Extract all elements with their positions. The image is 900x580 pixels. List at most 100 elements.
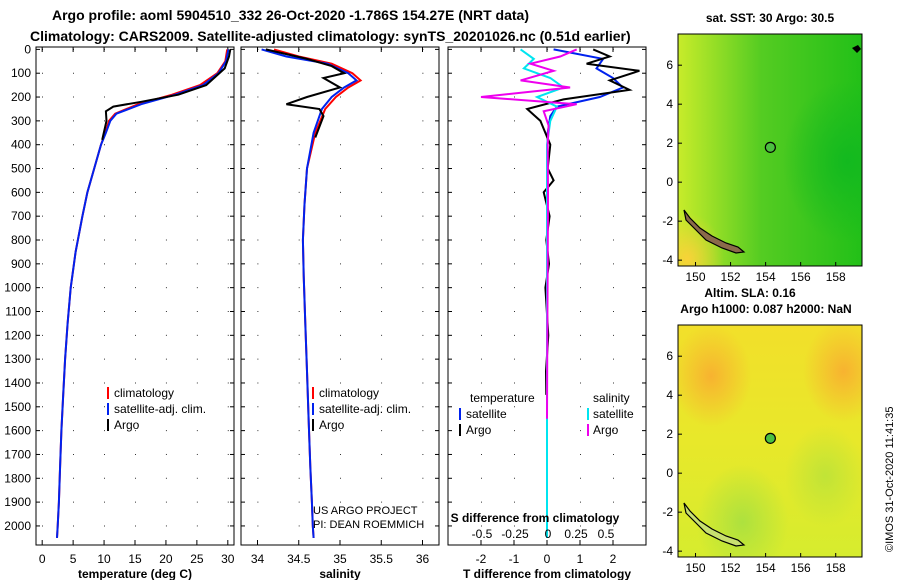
legend-label: climatology bbox=[319, 386, 379, 400]
legend-label-temperature: temperature bbox=[470, 391, 535, 405]
sla-map-title: Altim. SLA: 0.16 bbox=[704, 286, 796, 300]
depth-tick-label: 2000 bbox=[4, 519, 31, 533]
difference-s-tick-label: 0 bbox=[545, 527, 552, 541]
sst-map-lon-label: 154 bbox=[756, 270, 776, 284]
depth-tick-label: 700 bbox=[11, 209, 31, 223]
depth-tick-label: 1000 bbox=[4, 281, 31, 295]
depth-tick-label: 1800 bbox=[4, 471, 31, 485]
sst-map-lat-label: 2 bbox=[666, 136, 673, 150]
sla-map-lat-label: -4 bbox=[662, 544, 673, 558]
project-annotation: US ARGO PROJECT bbox=[313, 505, 418, 517]
difference-s-tick-label: -0.25 bbox=[501, 527, 529, 541]
project-annotation: PI: DEAN ROEMMICH bbox=[313, 519, 424, 531]
temperature-profile-frame bbox=[35, 46, 235, 546]
chart-title-line2: Climatology: CARS2009. Satellite-adjuste… bbox=[30, 28, 631, 44]
depth-tick-label: 0 bbox=[24, 42, 31, 56]
sla-map-lon-label: 152 bbox=[721, 561, 741, 575]
sst-map-lon-label: 156 bbox=[791, 270, 811, 284]
depth-tick-label: 1100 bbox=[5, 304, 31, 318]
depth-tick-label: 1900 bbox=[4, 495, 31, 509]
sst-map-lon-label: 152 bbox=[721, 270, 741, 284]
temperature-profile-xlabel: temperature (deg C) bbox=[78, 567, 192, 580]
sla-map-coastline bbox=[683, 502, 746, 547]
depth-tick-label: 1500 bbox=[4, 400, 31, 414]
temperature-profile-xtick-label: 0 bbox=[39, 552, 46, 566]
depth-tick-label: 600 bbox=[11, 185, 31, 199]
legend-label-salinity: satellite bbox=[593, 407, 634, 421]
depth-tick-label: 1600 bbox=[4, 424, 31, 438]
depth-tick-label: 800 bbox=[11, 233, 31, 247]
temperature-profile-series-argo bbox=[101, 49, 232, 141]
temperature-profile-series-satellite bbox=[56, 49, 230, 538]
temperature-profile-xtick-label: 5 bbox=[70, 552, 77, 566]
sla-map-lon-label: 158 bbox=[826, 561, 846, 575]
sla-map-frame bbox=[677, 324, 863, 558]
sst-map-lon-label: 158 bbox=[826, 270, 846, 284]
sla-map-lon-label: 156 bbox=[791, 561, 811, 575]
sla-map-subtitle: Argo h1000: 0.087 h2000: NaN bbox=[680, 302, 851, 316]
depth-tick-label: 200 bbox=[11, 90, 31, 104]
depth-tick-label: 1200 bbox=[4, 328, 31, 342]
difference-profile-xtick-label: 0 bbox=[544, 552, 551, 566]
depth-tick-label: 500 bbox=[11, 162, 31, 176]
sst-map-coastline bbox=[683, 209, 746, 254]
depth-tick-label: 1400 bbox=[4, 376, 31, 390]
difference-s-tick-label: 0.5 bbox=[598, 527, 615, 541]
temperature-profile-xtick-label: 20 bbox=[159, 552, 173, 566]
depth-tick-label: 1300 bbox=[4, 352, 31, 366]
temperature-profile-xtick-label: 15 bbox=[128, 552, 142, 566]
depth-tick-label: 300 bbox=[11, 114, 31, 128]
temperature-profile-xtick-label: 30 bbox=[221, 552, 235, 566]
temperature-profile-xtick-label: 10 bbox=[97, 552, 111, 566]
legend-label: Argo bbox=[319, 418, 345, 432]
sla-map-lon-label: 150 bbox=[686, 561, 706, 575]
difference-profile-series-s-argo bbox=[480, 48, 578, 419]
salinity-profile-xtick-label: 34.5 bbox=[287, 552, 311, 566]
depth-tick-label: 100 bbox=[11, 66, 31, 80]
salinity-profile-xtick-label: 34 bbox=[251, 552, 265, 566]
sst-map-lat-label: 0 bbox=[666, 175, 673, 189]
difference-profile-xtick-label: -1 bbox=[509, 552, 520, 566]
sst-map-island bbox=[852, 45, 861, 53]
sst-map-title: sat. SST: 30 Argo: 30.5 bbox=[706, 11, 835, 25]
legend-label: satellite-adj. clim. bbox=[114, 402, 206, 416]
sla-map-lon-label: 154 bbox=[756, 561, 776, 575]
salinity-profile-panel: 34 34.5 35 35.5 36 salinity climatology satelli… bbox=[240, 46, 440, 580]
salinity-profile-xtick-label: 36 bbox=[416, 552, 430, 566]
difference-s-axis-title: S difference from climatology bbox=[451, 511, 620, 525]
sst-map-frame bbox=[677, 33, 863, 267]
salinity-profile-xtick-label: 35 bbox=[333, 552, 347, 566]
legend-label: Argo bbox=[114, 418, 140, 432]
difference-profile-panel: -2 -1 0 1 2T difference from climatology temp… bbox=[447, 46, 647, 580]
sla-map-lat-label: 6 bbox=[666, 349, 673, 363]
sst-map-lat-label: 6 bbox=[666, 58, 673, 72]
sla-map-lat-label: 0 bbox=[666, 466, 673, 480]
sst-map-lat-label: -2 bbox=[662, 214, 673, 228]
difference-profile-xlabel: T difference from climatology bbox=[463, 567, 631, 580]
depth-tick-label: 400 bbox=[11, 138, 31, 152]
salinity-profile-frame bbox=[240, 46, 440, 546]
sla-map-lat-label: 4 bbox=[666, 388, 673, 402]
chart-title-line1: Argo profile: aoml 5904510_332 26-Oct-20… bbox=[52, 7, 529, 23]
legend-label-salinity: salinity bbox=[593, 391, 630, 405]
depth-tick-label: 900 bbox=[11, 257, 31, 271]
difference-s-tick-label: 0.25 bbox=[564, 527, 588, 541]
legend-label: climatology bbox=[114, 386, 174, 400]
legend-label-salinity: Argo bbox=[593, 423, 619, 437]
legend-label: satellite-adj. clim. bbox=[319, 402, 411, 416]
temperature-profile-xtick-label: 25 bbox=[190, 552, 204, 566]
credit-stamp: ©IMOS 31-Oct-2020 11:41:35 bbox=[884, 407, 896, 552]
sst-map-lon-label: 150 bbox=[686, 270, 706, 284]
difference-profile-xtick-label: 1 bbox=[577, 552, 584, 566]
salinity-profile-xlabel: salinity bbox=[319, 567, 361, 580]
sst-map-lat-label: 4 bbox=[666, 97, 673, 111]
sla-map-argo-marker bbox=[764, 432, 776, 444]
salinity-profile-series-satellite bbox=[261, 48, 359, 538]
temperature-profile-panel: 0100200300400500600700800900100011001200… bbox=[4, 42, 235, 580]
sla-map-lat-label: 2 bbox=[666, 427, 673, 441]
salinity-profile-series-argo bbox=[265, 48, 347, 138]
legend-label-temperature: satellite bbox=[466, 407, 507, 421]
sst-map-argo-marker bbox=[764, 141, 776, 153]
difference-s-tick-label: -0.5 bbox=[472, 527, 493, 541]
